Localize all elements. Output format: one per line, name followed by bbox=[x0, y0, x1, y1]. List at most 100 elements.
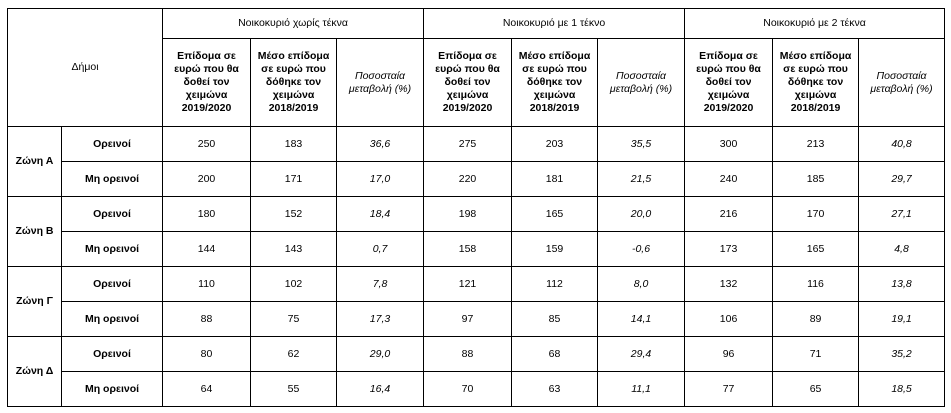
percent-change-cell: 13,8 bbox=[858, 266, 946, 302]
amount-cell: 220 bbox=[423, 161, 513, 197]
municipalities-header: Δήμοι bbox=[6, 8, 164, 127]
amount-cell: 165 bbox=[772, 231, 860, 267]
group-header-one-child: Νοικοκυριό με 1 τέκνο bbox=[423, 8, 686, 39]
subcol-allowance-2019-2020: Επίδομα σε ευρώ που θα δοθεί τον χειμώνα… bbox=[684, 38, 774, 127]
percent-change-cell: -0,6 bbox=[597, 231, 686, 267]
amount-cell: 185 bbox=[772, 161, 860, 197]
area-type-label: Ορεινοί bbox=[60, 126, 164, 162]
percent-change-cell: 19,1 bbox=[858, 301, 946, 337]
amount-cell: 173 bbox=[684, 231, 774, 267]
percent-change-cell: 0,7 bbox=[336, 231, 425, 267]
percent-change-cell: 14,1 bbox=[597, 301, 686, 337]
table-row: Ζώνη Α Ορεινοί 250 183 36,6 275 203 35,5 300 213 4… bbox=[7, 126, 946, 197]
percent-change-cell: 16,4 bbox=[336, 371, 425, 407]
header-row-groups: Δήμοι Νοικοκυριό χωρίς τέκνα Νοικοκυριό … bbox=[6, 8, 946, 127]
subcol-percent-change: Ποσοσταία μεταβολή (%) bbox=[597, 38, 686, 127]
percent-change-cell: 17,3 bbox=[336, 301, 425, 337]
amount-cell: 102 bbox=[250, 266, 338, 302]
amount-cell: 170 bbox=[772, 196, 860, 232]
amount-cell: 77 bbox=[684, 371, 774, 407]
zone-label: Ζώνη Β bbox=[7, 196, 62, 267]
amount-cell: 200 bbox=[162, 161, 252, 197]
amount-cell: 144 bbox=[162, 231, 252, 267]
amount-cell: 85 bbox=[511, 301, 599, 337]
percent-change-cell: 21,5 bbox=[597, 161, 686, 197]
subcol-average-2018-2019: Μέσο επίδομα σε ευρώ που δόθηκε τον χειμ… bbox=[250, 38, 338, 127]
amount-cell: 152 bbox=[250, 196, 338, 232]
percent-change-cell: 35,2 bbox=[858, 336, 946, 372]
amount-cell: 143 bbox=[250, 231, 338, 267]
amount-cell: 240 bbox=[684, 161, 774, 197]
percent-change-cell: 36,6 bbox=[336, 126, 425, 162]
subcol-average-2018-2019: Μέσο επίδομα σε ευρώ που δόθηκε τον χειμ… bbox=[772, 38, 860, 127]
percent-change-cell: 11,1 bbox=[597, 371, 686, 407]
group-header-two-children: Νοικοκυριό με 2 τέκνα bbox=[684, 8, 946, 39]
amount-cell: 55 bbox=[250, 371, 338, 407]
area-type-label: Μη ορεινοί bbox=[60, 231, 164, 267]
amount-cell: 110 bbox=[162, 266, 252, 302]
area-type-label: Ορεινοί bbox=[60, 266, 164, 302]
heating-allowance-table: Δήμοι Νοικοκυριό χωρίς τέκνα Νοικοκυριό … bbox=[6, 8, 946, 407]
amount-cell: 159 bbox=[511, 231, 599, 267]
amount-cell: 97 bbox=[423, 301, 513, 337]
percent-change-cell: 20,0 bbox=[597, 196, 686, 232]
table-row: Μη ορεινοί 200 171 17,0 220 181 21,5 240 185 29,7 bbox=[8, 161, 946, 197]
header-row-subcolumns: Επίδομα σε ευρώ που θα δοθεί τον χειμώνα… bbox=[8, 38, 946, 127]
amount-cell: 158 bbox=[423, 231, 513, 267]
amount-cell: 203 bbox=[511, 126, 599, 162]
amount-cell: 213 bbox=[772, 126, 860, 162]
table-row: Ζώνη Β Ορεινοί 180 152 18,4 198 165 20,0 216 170 2… bbox=[7, 196, 946, 267]
amount-cell: 71 bbox=[772, 336, 860, 372]
percent-change-cell: 35,5 bbox=[597, 126, 686, 162]
amount-cell: 88 bbox=[423, 336, 513, 372]
subcol-percent-change: Ποσοσταία μεταβολή (%) bbox=[336, 38, 425, 127]
amount-cell: 116 bbox=[772, 266, 860, 302]
subcol-average-2018-2019: Μέσο επίδομα σε ευρώ που δόθηκε τον χειμ… bbox=[511, 38, 599, 127]
amount-cell: 180 bbox=[162, 196, 252, 232]
percent-change-cell: 27,1 bbox=[858, 196, 946, 232]
area-type-label: Ορεινοί bbox=[60, 196, 164, 232]
table-row: Μη ορεινοί 144 143 0,7 158 159 -0,6 173 165 4,8 bbox=[8, 231, 946, 267]
zone-label: Ζώνη Δ bbox=[7, 336, 62, 407]
area-type-label: Μη ορεινοί bbox=[60, 301, 164, 337]
amount-cell: 80 bbox=[162, 336, 252, 372]
amount-cell: 64 bbox=[162, 371, 252, 407]
amount-cell: 112 bbox=[511, 266, 599, 302]
area-type-label: Μη ορεινοί bbox=[60, 371, 164, 407]
percent-change-cell: 18,4 bbox=[336, 196, 425, 232]
amount-cell: 275 bbox=[423, 126, 513, 162]
table-row: Ζώνη Δ Ορεινοί 80 62 29,0 88 68 29,4 96 71 35,2 bbox=[7, 336, 946, 407]
subcol-percent-change: Ποσοσταία μεταβολή (%) bbox=[858, 38, 946, 127]
amount-cell: 63 bbox=[511, 371, 599, 407]
area-type-label: Μη ορεινοί bbox=[60, 161, 164, 197]
subcol-allowance-2019-2020: Επίδομα σε ευρώ που θα δοθεί τον χειμώνα… bbox=[162, 38, 252, 127]
amount-cell: 198 bbox=[423, 196, 513, 232]
table-row: Μη ορεινοί 64 55 16,4 70 63 11,1 77 65 18,5 bbox=[8, 371, 946, 407]
table-row: Ζώνη Γ Ορεινοί 110 102 7,8 121 112 8,0 132 116 13,… bbox=[7, 266, 946, 337]
percent-change-cell: 29,0 bbox=[336, 336, 425, 372]
amount-cell: 75 bbox=[250, 301, 338, 337]
zone-label: Ζώνη Γ bbox=[7, 266, 62, 337]
percent-change-cell: 29,4 bbox=[597, 336, 686, 372]
amount-cell: 183 bbox=[250, 126, 338, 162]
percent-change-cell: 8,0 bbox=[597, 266, 686, 302]
amount-cell: 65 bbox=[772, 371, 860, 407]
amount-cell: 96 bbox=[684, 336, 774, 372]
percent-change-cell: 7,8 bbox=[336, 266, 425, 302]
amount-cell: 121 bbox=[423, 266, 513, 302]
group-header-no-children: Νοικοκυριό χωρίς τέκνα bbox=[162, 8, 425, 39]
table-body: Ζώνη Α Ορεινοί 250 183 36,6 275 203 35,5 300 213 4… bbox=[7, 126, 946, 407]
percent-change-cell: 4,8 bbox=[858, 231, 946, 267]
amount-cell: 62 bbox=[250, 336, 338, 372]
zone-label: Ζώνη Α bbox=[7, 126, 62, 197]
amount-cell: 181 bbox=[511, 161, 599, 197]
table-row: Μη ορεινοί 88 75 17,3 97 85 14,1 106 89 19,1 bbox=[8, 301, 946, 337]
amount-cell: 89 bbox=[772, 301, 860, 337]
amount-cell: 250 bbox=[162, 126, 252, 162]
amount-cell: 300 bbox=[684, 126, 774, 162]
percent-change-cell: 40,8 bbox=[858, 126, 946, 162]
amount-cell: 70 bbox=[423, 371, 513, 407]
amount-cell: 165 bbox=[511, 196, 599, 232]
area-type-label: Ορεινοί bbox=[60, 336, 164, 372]
amount-cell: 132 bbox=[684, 266, 774, 302]
